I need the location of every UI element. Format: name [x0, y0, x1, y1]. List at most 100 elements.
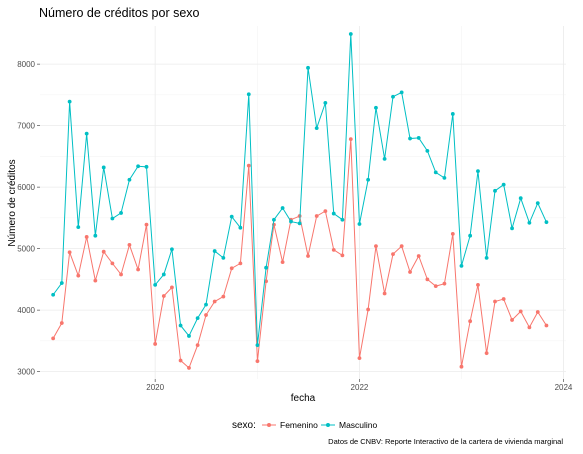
y-tick-label: 4000: [17, 306, 35, 315]
data-point-femenino: [170, 285, 174, 290]
data-point-femenino: [306, 254, 310, 258]
data-point-femenino: [59, 321, 64, 325]
legend-item-femenino: Femenino: [262, 420, 318, 430]
data-point-femenino: [238, 261, 243, 266]
data-point-masculino: [391, 94, 395, 99]
y-tick-label: 7000: [17, 122, 35, 131]
y-axis-label: Número de créditos: [7, 159, 18, 246]
legend-key-point-femenino: [267, 423, 271, 427]
data-point-masculino: [255, 343, 260, 348]
data-point-femenino: [144, 222, 149, 227]
data-point-femenino: [399, 244, 404, 249]
data-point-masculino: [433, 170, 438, 175]
data-point-femenino: [110, 261, 115, 266]
data-point-masculino: [544, 220, 549, 225]
legend-label-masculino: Masculino: [339, 420, 378, 430]
data-point-masculino: [366, 177, 371, 182]
data-point-femenino: [93, 278, 98, 283]
legend: sexo: Femenino Masculino: [232, 420, 378, 431]
data-point-masculino: [314, 126, 319, 130]
x-axis: 2020 2022 2024: [146, 379, 573, 392]
x-tick-label: 2020: [146, 383, 164, 392]
data-point-masculino: [297, 221, 302, 226]
data-point-femenino: [374, 244, 378, 249]
data-point-femenino: [459, 364, 464, 369]
data-point-masculino: [280, 206, 285, 210]
data-point-masculino: [119, 211, 123, 215]
chart-caption: Datos de CNBV: Reporte Interactivo de la…: [328, 437, 563, 446]
data-point-masculino: [110, 216, 115, 221]
data-point-femenino: [425, 277, 430, 282]
data-point-femenino: [331, 247, 336, 252]
data-point-femenino: [484, 351, 489, 356]
data-point-masculino: [348, 32, 353, 36]
data-point-masculino: [493, 188, 497, 193]
data-point-femenino: [221, 294, 226, 299]
legend-label-femenino: Femenino: [280, 420, 318, 430]
y-tick-label: 8000: [17, 60, 35, 69]
data-point-masculino: [212, 249, 217, 253]
data-point-masculino: [51, 292, 56, 297]
data-point-masculino: [127, 177, 132, 182]
data-point-femenino: [246, 163, 251, 168]
data-point-femenino: [101, 249, 106, 254]
data-point-masculino: [144, 164, 149, 169]
data-point-masculino: [484, 255, 489, 260]
data-point-masculino: [518, 196, 523, 201]
data-point-femenino: [127, 243, 132, 247]
data-point-masculino: [323, 100, 328, 105]
x-tick-label: 2022: [351, 383, 369, 392]
data-point-femenino: [366, 307, 371, 312]
data-point-femenino: [76, 273, 81, 278]
data-point-femenino: [544, 323, 549, 328]
data-point-masculino: [357, 222, 362, 226]
data-point-femenino: [408, 270, 412, 274]
data-point-masculino: [59, 281, 64, 285]
data-point-femenino: [119, 272, 123, 277]
data-point-masculino: [535, 201, 540, 206]
data-point-femenino: [195, 343, 200, 348]
data-point-masculino: [264, 265, 269, 270]
legend-item-masculino: Masculino: [321, 420, 378, 430]
data-point-femenino: [161, 294, 166, 298]
data-point-masculino: [289, 219, 293, 224]
data-point-masculino: [272, 217, 276, 222]
y-tick-label: 5000: [17, 245, 35, 254]
data-point-femenino: [416, 254, 421, 258]
y-axis: 3000 4000 5000 6000 7000 8000: [17, 60, 40, 377]
data-point-masculino: [331, 211, 336, 216]
legend-key-point-masculino: [326, 423, 330, 427]
data-point-femenino: [212, 299, 217, 304]
data-point-femenino: [178, 358, 183, 363]
data-point-femenino: [187, 366, 191, 370]
chart-title: Número de créditos por sexo: [39, 6, 200, 20]
data-point-masculino: [136, 164, 141, 169]
data-point-masculino: [195, 316, 200, 321]
data-point-femenino: [314, 214, 319, 218]
data-point-femenino: [51, 336, 56, 341]
data-point-femenino: [442, 281, 447, 286]
data-point-masculino: [93, 233, 98, 238]
data-point-femenino: [391, 252, 395, 257]
data-point-femenino: [501, 297, 506, 301]
data-point-femenino: [229, 266, 234, 271]
data-point-masculino: [84, 131, 89, 136]
data-point-femenino: [280, 260, 285, 265]
data-point-femenino: [255, 359, 260, 364]
data-point-femenino: [476, 283, 480, 287]
data-point-masculino: [170, 247, 174, 252]
data-point-masculino: [510, 226, 514, 231]
data-point-masculino: [399, 90, 404, 95]
data-point-femenino: [204, 313, 208, 317]
data-point-femenino: [340, 253, 345, 258]
data-point-femenino: [136, 267, 141, 272]
data-point-masculino: [101, 165, 106, 170]
data-point-masculino: [416, 136, 421, 140]
data-point-femenino: [433, 284, 438, 289]
data-point-masculino: [153, 283, 158, 287]
data-point-masculino: [246, 92, 251, 97]
data-point-masculino: [374, 105, 378, 110]
data-point-femenino: [84, 235, 89, 239]
data-point-femenino: [67, 250, 72, 255]
